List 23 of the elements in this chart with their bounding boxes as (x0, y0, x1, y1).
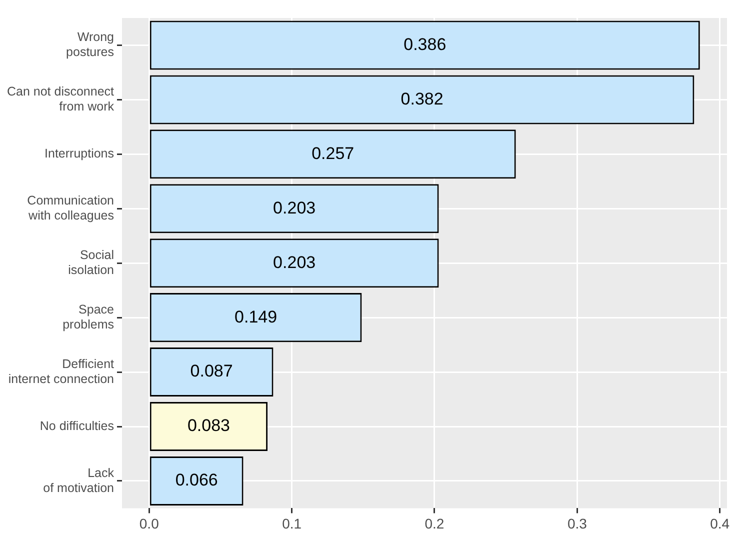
data-label: 0.066 (175, 470, 218, 490)
y-tick-label: Social isolation (68, 248, 114, 278)
y-tick-label: Wrong postures (66, 30, 114, 60)
x-tick-label: 0.4 (710, 515, 730, 532)
x-tick-label: 0.0 (139, 515, 160, 532)
y-tick-label: Can not disconnect from work (6, 84, 115, 114)
y-tick-label: Interruptions (44, 146, 114, 161)
data-label: 0.083 (187, 416, 230, 436)
y-tick-label: No difficulties (40, 418, 114, 433)
x-tick-label: 0.1 (282, 515, 302, 532)
data-label: 0.382 (400, 89, 444, 108)
y-tick-label: Space problems (62, 302, 114, 332)
data-label: 0.386 (404, 34, 446, 54)
y-tick-label: Communication with colleagues (27, 194, 114, 223)
y-tick-label: Defficient internet connection (8, 356, 115, 386)
data-label: 0.087 (190, 362, 233, 381)
data-label: 0.203 (273, 198, 316, 218)
x-tick-label: 0.3 (567, 515, 588, 532)
data-label: 0.257 (312, 144, 354, 163)
y-tick-label: Lack of motivation (43, 466, 115, 495)
data-label: 0.149 (234, 307, 278, 326)
data-label: 0.203 (273, 252, 316, 272)
x-tick-label: 0.2 (424, 515, 444, 532)
